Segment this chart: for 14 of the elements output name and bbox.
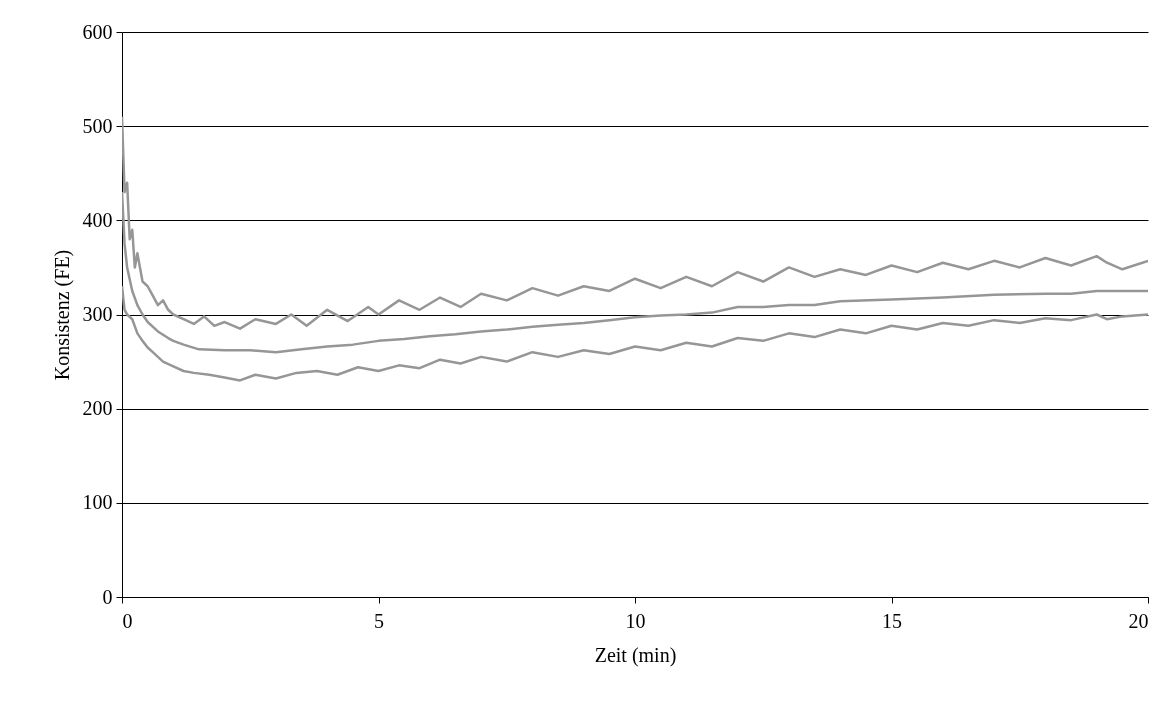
x-tick-label: 10 [625,609,646,632]
x-tick-label: 20 [1128,609,1149,632]
y-tick-label: 400 [82,208,113,231]
y-tick-label: 600 [82,20,113,43]
y-tick-label: 300 [82,303,113,325]
y-axis-title: Konsistenz (FE) [50,249,74,381]
x-tick-label: 0 [122,609,133,632]
y-tick-label: 0 [102,585,113,608]
x-axis-title: Zeit (min) [594,643,677,667]
y-tick-label: 100 [82,491,113,514]
y-tick-label: 200 [82,397,113,420]
x-tick-label: 15 [882,609,902,632]
x-tick-label: 5 [374,609,384,632]
y-tick-label: 500 [82,114,113,137]
